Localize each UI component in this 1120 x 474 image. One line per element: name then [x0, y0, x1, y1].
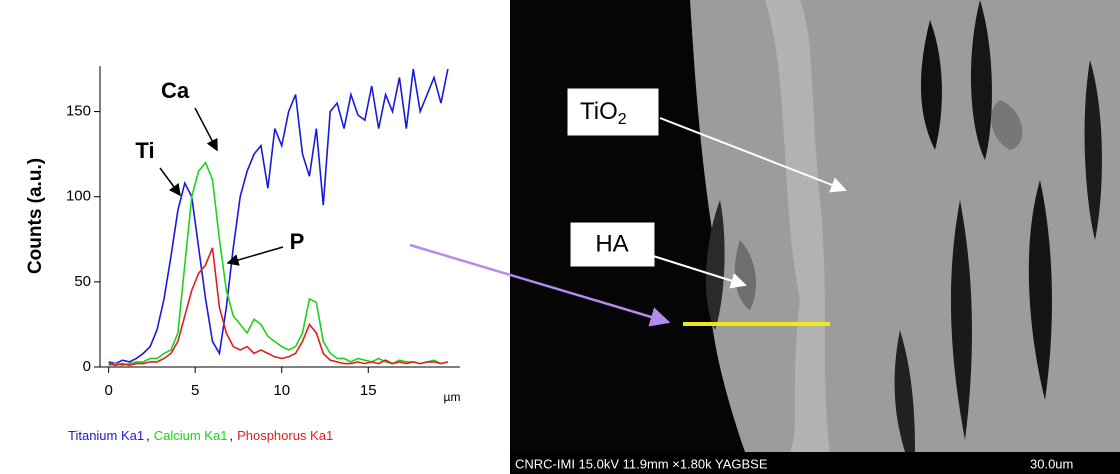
legend-separator: ,: [146, 428, 150, 443]
x-tick-label: 10: [273, 382, 290, 399]
x-tick-label: 15: [360, 382, 377, 399]
legend-entry: Calcium Ka1: [154, 428, 228, 443]
annotation-arrow: [195, 108, 217, 150]
micrograph: TiO2 HA CNRC-IMI 15.0kV 11.9mm ×1.80k YA…: [510, 0, 1120, 474]
y-tick-label: 50: [74, 273, 91, 290]
series-line: [109, 163, 448, 366]
scale-label: 30.0um: [1030, 456, 1073, 471]
annotation: Ca: [161, 78, 190, 103]
annotation: P: [290, 229, 305, 254]
y-axis-label: Counts (a.u.): [25, 158, 46, 274]
label-ha: HA: [595, 230, 628, 257]
legend-entry: Phosphorus Ka1: [237, 428, 333, 443]
legend: Titanium Ka1,Calcium Ka1,Phosphorus Ka1: [68, 428, 333, 443]
figure: TiO2 HA CNRC-IMI 15.0kV 11.9mm ×1.80k YA…: [0, 0, 1120, 474]
y-tick-label: 0: [83, 358, 91, 375]
annotation-arrow: [228, 247, 283, 263]
legend-entry: Titanium Ka1: [68, 428, 144, 443]
chart: 0 50 100 150 0 5 10 15 µm Counts (a.u.) Ti Ca P Titan…: [25, 66, 460, 443]
x-tick-label: 5: [191, 382, 199, 399]
legend-separator: ,: [229, 428, 233, 443]
x-tick-label: 0: [104, 382, 112, 399]
label-tio-sub: 2: [618, 111, 627, 128]
x-unit: µm: [444, 390, 461, 404]
series-line: [109, 248, 448, 365]
y-tick-label: 150: [66, 103, 91, 120]
caption: CNRC-IMI 15.0kV 11.9mm ×1.80k YAGBSE: [515, 456, 768, 471]
series-line: [109, 69, 448, 364]
annotation: Ti: [135, 138, 154, 163]
annotation-arrow: [160, 168, 180, 195]
label-tio-main: TiO: [580, 98, 618, 125]
y-tick-label: 100: [66, 188, 91, 205]
